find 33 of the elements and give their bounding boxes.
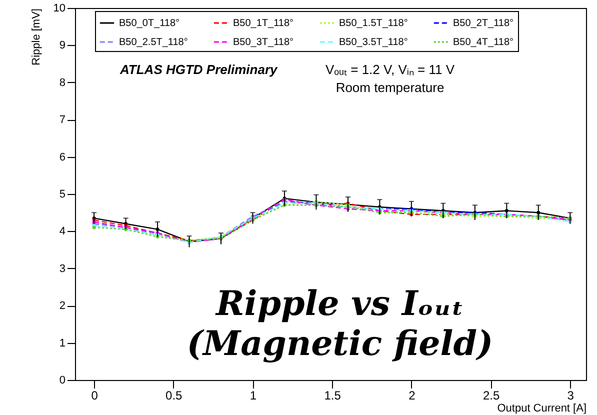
legend-label: B50_4T_118°	[453, 37, 514, 48]
annotation: Vₒᵤₜ = 1.2 V, Vᵢₙ = 11 V	[325, 62, 455, 77]
legend-label: B50_0T_118°	[119, 18, 180, 29]
x-tick-label: 2	[408, 388, 416, 402]
legend-label: B50_1T_118°	[233, 18, 294, 29]
legend-label: B50_2T_118°	[453, 18, 514, 29]
x-tick-label: 3	[567, 388, 574, 402]
annotation: (Magnetic field)	[186, 324, 494, 364]
legend-label: B50_3.5T_118°	[339, 37, 408, 48]
x-tick-label: 0.5	[166, 388, 183, 402]
y-tick-label: 2	[59, 300, 66, 312]
x-tick-label: 1.5	[324, 388, 342, 402]
y-tick-label: 3	[59, 262, 66, 275]
y-tick-label: 5	[59, 188, 66, 200]
y-tick-label: 7	[59, 114, 66, 126]
legend-label: B50_1.5T_118°	[339, 18, 408, 29]
legend-label: B50_2.5T_118°	[119, 37, 188, 48]
x-axis-title: Output Current [A]	[497, 402, 586, 414]
y-tick-label: 4	[59, 226, 66, 238]
y-axis-title: Ripple [mV]	[30, 8, 42, 66]
annotation: Room temperature	[336, 80, 444, 95]
legend-label: B50_3T_118°	[233, 37, 294, 48]
y-tick-label: 6	[59, 151, 66, 164]
y-tick-label: 9	[59, 40, 66, 52]
y-tick-label: 1	[59, 337, 66, 350]
y-tick-label: 0	[59, 374, 66, 386]
x-tick-label: 1	[250, 388, 257, 402]
y-tick-label: 10	[53, 2, 66, 14]
x-tick-label: 0	[91, 388, 98, 402]
x-tick-label: 2.5	[482, 388, 500, 402]
y-tick-label: 8	[59, 76, 66, 89]
annotation: ATLAS HGTD Preliminary	[119, 62, 278, 77]
annotation: Ripple vs Iₒᵤₜ	[215, 284, 464, 324]
